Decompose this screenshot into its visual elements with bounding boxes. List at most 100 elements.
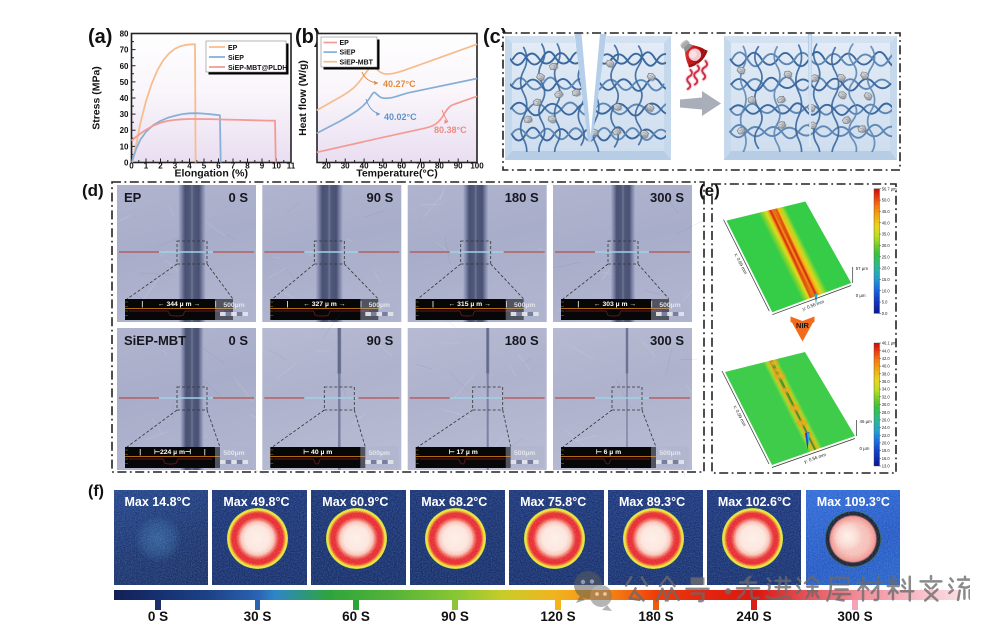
svg-text:← 344 µ m →: ← 344 µ m → [158,301,200,308]
svg-text:38.0: 38.0 [882,371,891,376]
svg-text:50: 50 [120,78,129,87]
svg-text:⊢224 µ m⊣: ⊢224 µ m⊣ [154,448,191,456]
svg-text:y: 0.56 mm: y: 0.56 mm [803,452,826,464]
svg-text:⊢ 40 µ m: ⊢ 40 µ m [303,448,332,456]
svg-text:34.0: 34.0 [882,387,891,392]
svg-text:500µm: 500µm [223,450,244,457]
svg-text:0: 0 [124,159,129,168]
svg-text:90 S: 90 S [367,190,394,205]
svg-text:500µm: 500µm [514,302,535,309]
svg-text:5.0: 5.0 [882,300,888,305]
svg-text:80: 80 [435,162,444,171]
svg-text:y: 0.56 mm: y: 0.56 mm [802,299,825,312]
svg-text:5: 5 [202,162,207,171]
svg-text:44.0: 44.0 [882,348,891,353]
svg-text:0 µm: 0 µm [856,293,866,298]
svg-text:0 µm: 0 µm [860,446,870,451]
svg-text:180 S: 180 S [505,190,539,205]
svg-text:40.27°C: 40.27°C [383,79,416,89]
svg-text:500µm: 500µm [514,450,535,457]
svg-text:← 327 µ m →: ← 327 µ m → [303,301,345,308]
svg-text:56.7 µm: 56.7 µm [882,186,897,191]
svg-text:7: 7 [231,162,236,171]
svg-text:11: 11 [287,162,296,171]
svg-text:36.0: 36.0 [882,379,891,384]
svg-text:0 S: 0 S [228,333,248,348]
svg-text:70: 70 [120,46,129,55]
svg-text:30.0: 30.0 [882,243,891,248]
svg-text:10.0: 10.0 [882,288,891,293]
svg-text:10: 10 [272,162,281,171]
svg-text:Elongation (%): Elongation (%) [175,168,249,180]
svg-text:20.0: 20.0 [882,266,891,271]
svg-text:42.0: 42.0 [882,356,891,361]
svg-text:40.0: 40.0 [882,364,891,369]
svg-text:10: 10 [120,142,129,151]
svg-text:EP: EP [340,40,350,47]
svg-text:300 S: 300 S [650,333,684,348]
svg-text:57 µm: 57 µm [856,266,869,271]
svg-text:SiEP-MBT@PLDH: SiEP-MBT@PLDH [228,65,287,72]
svg-text:Heat flow (W/g): Heat flow (W/g) [297,60,309,136]
svg-text:13.0: 13.0 [882,464,891,469]
svg-text:← 303 µ m →: ← 303 µ m → [594,301,636,308]
svg-text:24.0: 24.0 [882,425,891,430]
svg-text:20.0: 20.0 [882,441,891,446]
svg-text:90 S: 90 S [367,333,394,348]
svg-text:EP: EP [124,190,142,205]
svg-text:25.0: 25.0 [882,254,891,259]
svg-text:500µm: 500µm [659,302,680,309]
svg-text:40.02°C: 40.02°C [384,112,417,122]
svg-text:35.0: 35.0 [882,232,891,237]
svg-text:16.0: 16.0 [882,456,891,461]
svg-text:50.0: 50.0 [882,198,891,203]
svg-text:4: 4 [187,162,192,171]
svg-text:22.0: 22.0 [882,433,891,438]
svg-text:0 S: 0 S [228,190,248,205]
svg-text:28.0: 28.0 [882,410,891,415]
svg-text:100: 100 [470,162,484,171]
svg-text:500µm: 500µm [369,302,390,309]
svg-text:30: 30 [341,162,350,171]
svg-text:SiEP: SiEP [228,55,244,62]
svg-text:60: 60 [120,62,129,71]
svg-text:46 µm: 46 µm [860,419,873,424]
svg-text:8: 8 [245,162,250,171]
svg-text:80.38°C: 80.38°C [434,125,467,135]
svg-text:⊢ 6 µ m: ⊢ 6 µ m [596,448,621,456]
svg-text:40: 40 [360,162,369,171]
svg-text:500µm: 500µm [659,450,680,457]
svg-text:← 315 µ m →: ← 315 µ m → [448,301,490,308]
svg-text:40.0: 40.0 [882,220,891,225]
svg-text:70: 70 [416,162,425,171]
svg-text:Stress (MPa): Stress (MPa) [91,66,103,130]
svg-text:15.0: 15.0 [882,277,891,282]
svg-text:50: 50 [378,162,387,171]
svg-text:180 S: 180 S [505,333,539,348]
svg-text:NIR: NIR [796,321,810,330]
svg-text:1: 1 [144,162,149,171]
svg-text:30: 30 [120,110,129,119]
svg-text:60: 60 [397,162,406,171]
svg-text:0: 0 [129,162,134,171]
svg-text:20: 20 [322,162,331,171]
svg-text:30.0: 30.0 [882,402,891,407]
svg-text:46.1 µm: 46.1 µm [882,341,897,346]
svg-text:2: 2 [158,162,163,171]
svg-text:26.0: 26.0 [882,418,891,423]
svg-text:3: 3 [173,162,178,171]
svg-text:SiEP-MBT: SiEP-MBT [124,333,186,348]
svg-text:18.0: 18.0 [882,448,891,453]
svg-text:500µm: 500µm [223,302,244,309]
svg-text:40: 40 [120,94,129,103]
svg-text:9: 9 [260,162,265,171]
svg-text:SiEP: SiEP [340,50,356,57]
svg-text:0.0: 0.0 [882,311,888,316]
svg-text:500µm: 500µm [369,450,390,457]
svg-text:32.0: 32.0 [882,394,891,399]
svg-text:6: 6 [216,162,221,171]
svg-text:EP: EP [228,45,238,52]
svg-text:300 S: 300 S [650,190,684,205]
svg-text:80: 80 [120,30,129,39]
svg-text:Temperature(°C): Temperature(°C) [356,168,438,180]
